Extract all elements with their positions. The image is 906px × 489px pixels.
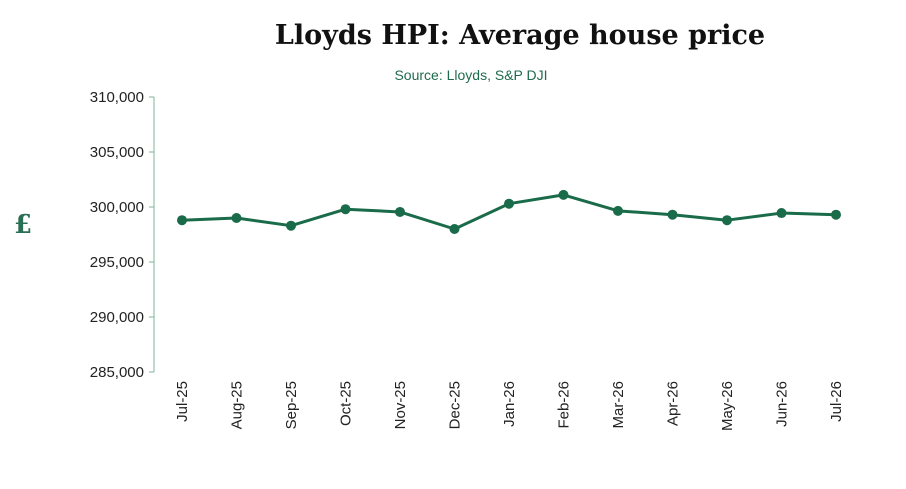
- data-point: [504, 198, 514, 209]
- data-point: [558, 189, 569, 200]
- y-tick-label: 295,000: [90, 254, 144, 271]
- data-point: [340, 204, 351, 215]
- y-tick-label: 310,000: [90, 89, 144, 106]
- x-tick-label: Mar-26: [610, 381, 627, 429]
- data-point: [231, 213, 242, 223]
- data-point: [831, 209, 841, 220]
- data-point: [722, 215, 732, 226]
- x-tick-label: Jul-26: [828, 381, 845, 422]
- x-tick-label: Jul-25: [174, 381, 191, 422]
- x-tick-label: Apr-26: [665, 381, 682, 426]
- series: [177, 189, 841, 234]
- y-tick-label: 285,000: [90, 364, 144, 381]
- data-point: [286, 220, 296, 231]
- chart-subtitle: Source: Lloyds, S&P DJI: [394, 67, 548, 83]
- x-tick-label: May-26: [719, 381, 736, 431]
- x-tick-label: Sep-25: [283, 381, 300, 429]
- data-point: [177, 215, 187, 226]
- y-tick-label: 290,000: [90, 309, 144, 326]
- x-tick-label: Nov-25: [392, 381, 409, 429]
- x-axis: Jul-25 Aug-25 Sep-25 Oct-25 Nov-25 Dec-25 Jan-…: [174, 381, 845, 431]
- y-axis: 285,000 290,000 295,000 300,000 305,000 310,0…: [90, 89, 155, 381]
- data-point: [667, 209, 678, 220]
- x-tick-label: Jun-26: [774, 381, 791, 427]
- chart-title: Lloyds HPI: Average house price: [274, 20, 766, 51]
- data-point: [449, 224, 460, 234]
- data-point: [613, 205, 623, 216]
- x-tick-label: Feb-26: [556, 381, 573, 429]
- y-axis-title: £: [14, 210, 33, 240]
- data-point: [395, 206, 405, 217]
- x-tick-label: Dec-25: [447, 381, 464, 429]
- data-point: [776, 208, 787, 219]
- x-tick-label: Jan-26: [501, 381, 518, 427]
- y-tick-label: 305,000: [90, 144, 144, 161]
- x-tick-label: Oct-25: [338, 381, 355, 426]
- x-tick-label: Aug-25: [229, 381, 246, 429]
- y-tick-label: 300,000: [90, 199, 144, 216]
